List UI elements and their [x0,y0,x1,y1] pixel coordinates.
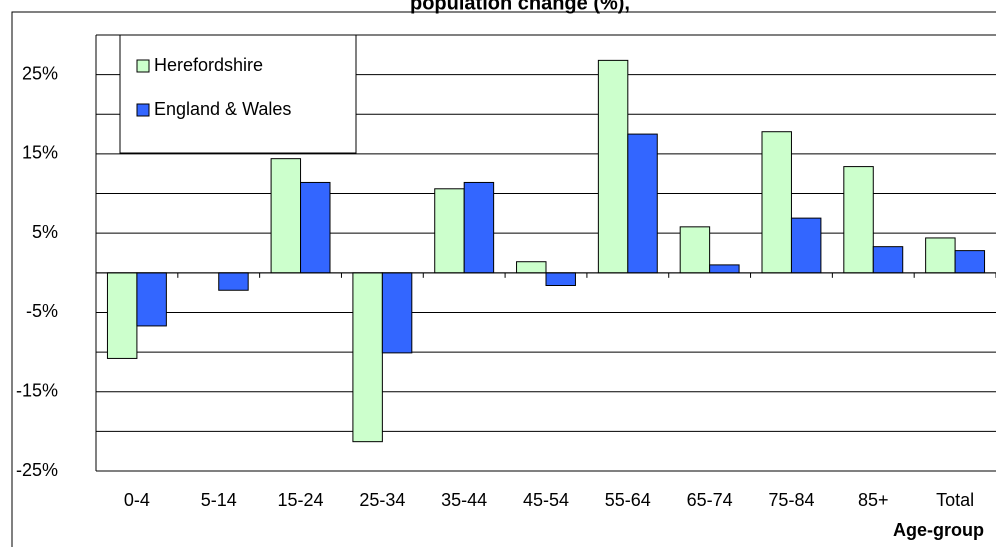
bar [597,59,629,274]
legend-swatch [136,59,150,73]
y-tick-label: -15% [16,380,58,400]
bar [270,158,302,274]
bar [463,181,495,274]
y-tick-label: 15% [22,143,58,163]
bar [790,217,822,274]
x-tick-label: 65-74 [687,490,733,510]
y-tick-label: -5% [26,301,58,321]
bar [218,272,249,291]
x-tick-label: 25-34 [359,490,405,510]
bar [381,272,413,354]
bar [679,226,711,274]
bar [954,250,986,274]
x-tick-label: 55-64 [605,490,651,510]
bar [106,272,138,359]
x-tick-label: 75-84 [768,490,814,510]
bar [627,133,658,274]
x-tick-label: 85+ [858,490,889,510]
bar [434,188,465,274]
bar [516,261,547,274]
x-axis-label: Age-group [893,520,984,540]
x-tick-label: 0-4 [124,490,150,510]
legend-box [119,34,357,154]
bar [300,181,331,274]
x-tick-label: 35-44 [441,490,487,510]
y-tick-label: -25% [16,460,58,480]
bar [352,272,383,443]
bar [925,237,956,274]
bar [843,166,874,274]
x-tick-label: 15-24 [278,490,324,510]
chart-title: population change (%), [410,0,630,14]
x-tick-label: 5-14 [201,490,237,510]
bar [709,264,740,274]
legend-label: England & Wales [154,99,291,119]
legend-swatch [136,103,150,117]
y-tick-label: 25% [22,63,58,83]
bar [545,272,576,287]
bar [136,272,167,327]
x-tick-label: 45-54 [523,490,569,510]
legend-label: Herefordshire [154,55,263,75]
x-tick-label: Total [936,490,974,510]
y-tick-label: 5% [32,222,58,242]
bar [761,131,792,274]
bar [872,246,904,274]
